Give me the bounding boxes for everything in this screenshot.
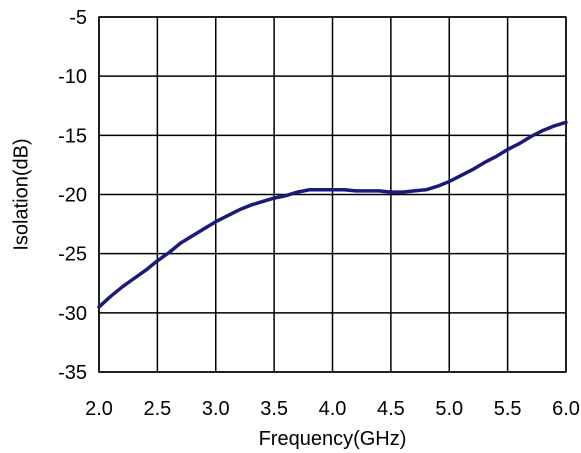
y-tick-label: -30 [58,303,87,325]
x-tick-label: 5.0 [435,398,463,420]
x-tick-label: 4.0 [319,398,347,420]
series-group [97,120,568,309]
y-tick-labels: -5 -10 -15 -20 -25 -30 -35 [58,7,87,384]
y-tick-label: -25 [58,244,87,266]
y-tick-label: -15 [58,125,87,147]
x-axis-label: Frequency(GHz) [259,428,407,450]
x-tick-label: 5.5 [494,398,522,420]
x-tick-label: 3.5 [260,398,288,420]
y-tick-label: -35 [58,362,87,384]
y-tick-label: -5 [69,7,87,29]
grid-lines [98,16,567,373]
isolation-series-line [97,120,568,309]
x-tick-labels: 2.0 2.5 3.0 3.5 4.0 4.5 5.0 5.5 6.0 [85,398,580,420]
plot-frame [98,16,567,373]
x-tick-label: 2.0 [85,398,113,420]
y-tick-label: -10 [58,66,87,88]
y-axis-label: Isolation(dB) [10,138,32,250]
y-tick-label: -20 [58,185,87,207]
x-tick-label: 6.0 [552,398,580,420]
x-tick-label: 4.5 [377,398,405,420]
x-tick-label: 3.0 [202,398,230,420]
x-tick-label: 2.5 [143,398,171,420]
